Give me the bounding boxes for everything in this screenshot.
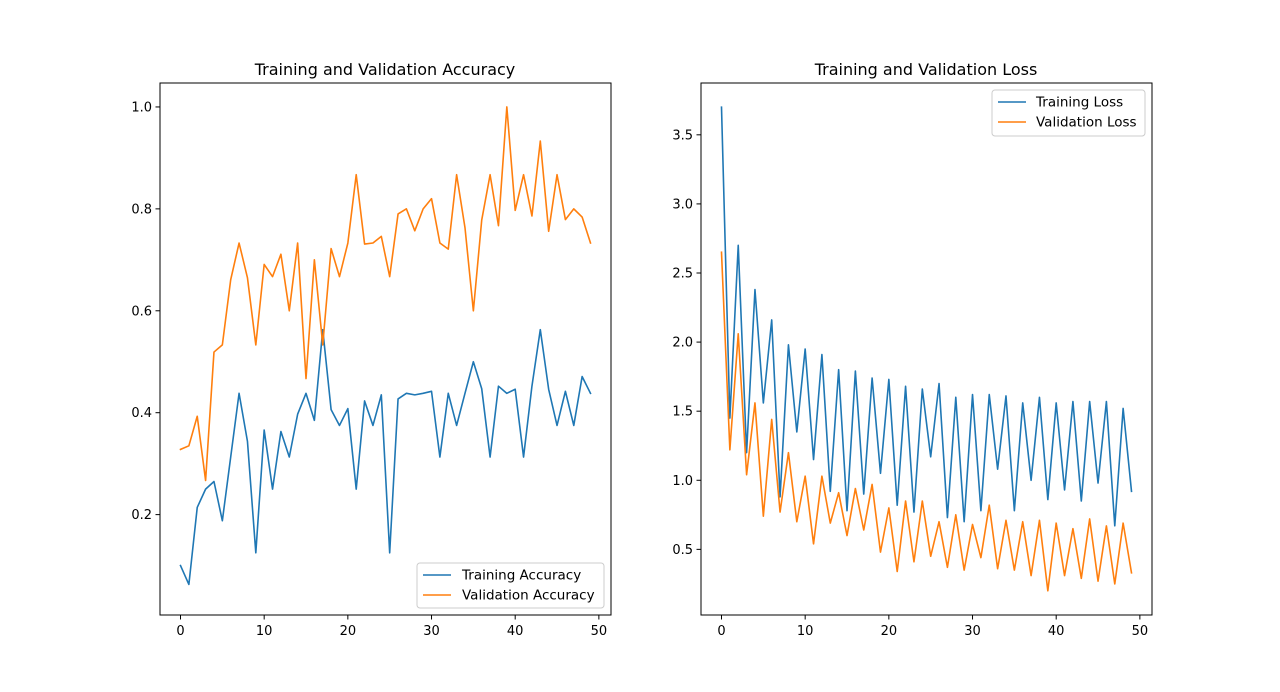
loss-legend-label-validation: Validation Loss (1036, 115, 1137, 131)
loss-series-validation-line (720, 251, 1133, 592)
loss-chart: Training and Validation Loss 0 10 20 30 40 50… (672, 60, 1153, 639)
loss-y-tick-label: 1.0 (672, 474, 693, 489)
accuracy-chart-title: Training and Validation Accuracy (254, 60, 516, 79)
accuracy-chart: Training and Validation Accuracy 0 10 20 30… (131, 60, 612, 639)
accuracy-y-tick-label: 1.0 (131, 100, 152, 115)
accuracy-legend-label-training: Training Accuracy (461, 568, 581, 584)
accuracy-legend-box (416, 562, 605, 609)
accuracy-x-tick-label: 20 (340, 624, 357, 639)
accuracy-legend: Training Accuracy Validation Accuracy (416, 562, 605, 609)
loss-plot-frame (700, 82, 1153, 616)
loss-series-training-line (720, 106, 1133, 527)
accuracy-x-tick-label: 40 (507, 624, 524, 639)
loss-x-tick-label: 50 (1132, 624, 1149, 639)
accuracy-y-tick-label: 0.2 (131, 508, 152, 523)
loss-y-tick-label: 3.0 (672, 197, 693, 212)
loss-x-tick-label: 10 (797, 624, 814, 639)
accuracy-x-tick-label: 50 (591, 624, 608, 639)
loss-x-tick-label: 30 (964, 624, 981, 639)
accuracy-x-tick-label: 30 (423, 624, 440, 639)
loss-axes: 0 10 20 30 40 50 0.5 1.0 1.5 2.0 2.5 3.0 3.5 (672, 128, 1148, 639)
loss-legend-box (991, 89, 1146, 137)
accuracy-series-training-line (179, 328, 592, 586)
accuracy-plot-frame (159, 82, 612, 616)
loss-series-layer (720, 106, 1133, 592)
loss-legend: Training Loss Validation Loss (991, 89, 1146, 137)
accuracy-y-tick-label: 0.6 (131, 304, 152, 319)
accuracy-x-tick-label: 10 (256, 624, 273, 639)
loss-x-tick-label: 0 (717, 624, 725, 639)
loss-y-tick-label: 0.5 (672, 543, 693, 558)
accuracy-axes: 0 10 20 30 40 50 0.2 0.4 0.6 0.8 1.0 (131, 100, 607, 639)
loss-x-tick-label: 20 (881, 624, 898, 639)
accuracy-x-tick-label: 0 (176, 624, 184, 639)
loss-legend-label-training: Training Loss (1035, 95, 1123, 111)
accuracy-y-tick-label: 0.8 (131, 202, 152, 217)
accuracy-series-layer (179, 106, 592, 586)
loss-y-tick-label: 1.5 (672, 405, 693, 420)
loss-y-tick-label: 2.5 (672, 267, 693, 282)
loss-chart-title: Training and Validation Loss (814, 60, 1038, 79)
loss-y-tick-label: 3.5 (672, 128, 693, 143)
accuracy-series-validation-line (179, 106, 592, 482)
loss-y-tick-label: 2.0 (672, 336, 693, 351)
accuracy-legend-label-validation: Validation Accuracy (462, 588, 595, 604)
loss-x-tick-label: 40 (1048, 624, 1065, 639)
accuracy-y-tick-label: 0.4 (131, 406, 152, 421)
